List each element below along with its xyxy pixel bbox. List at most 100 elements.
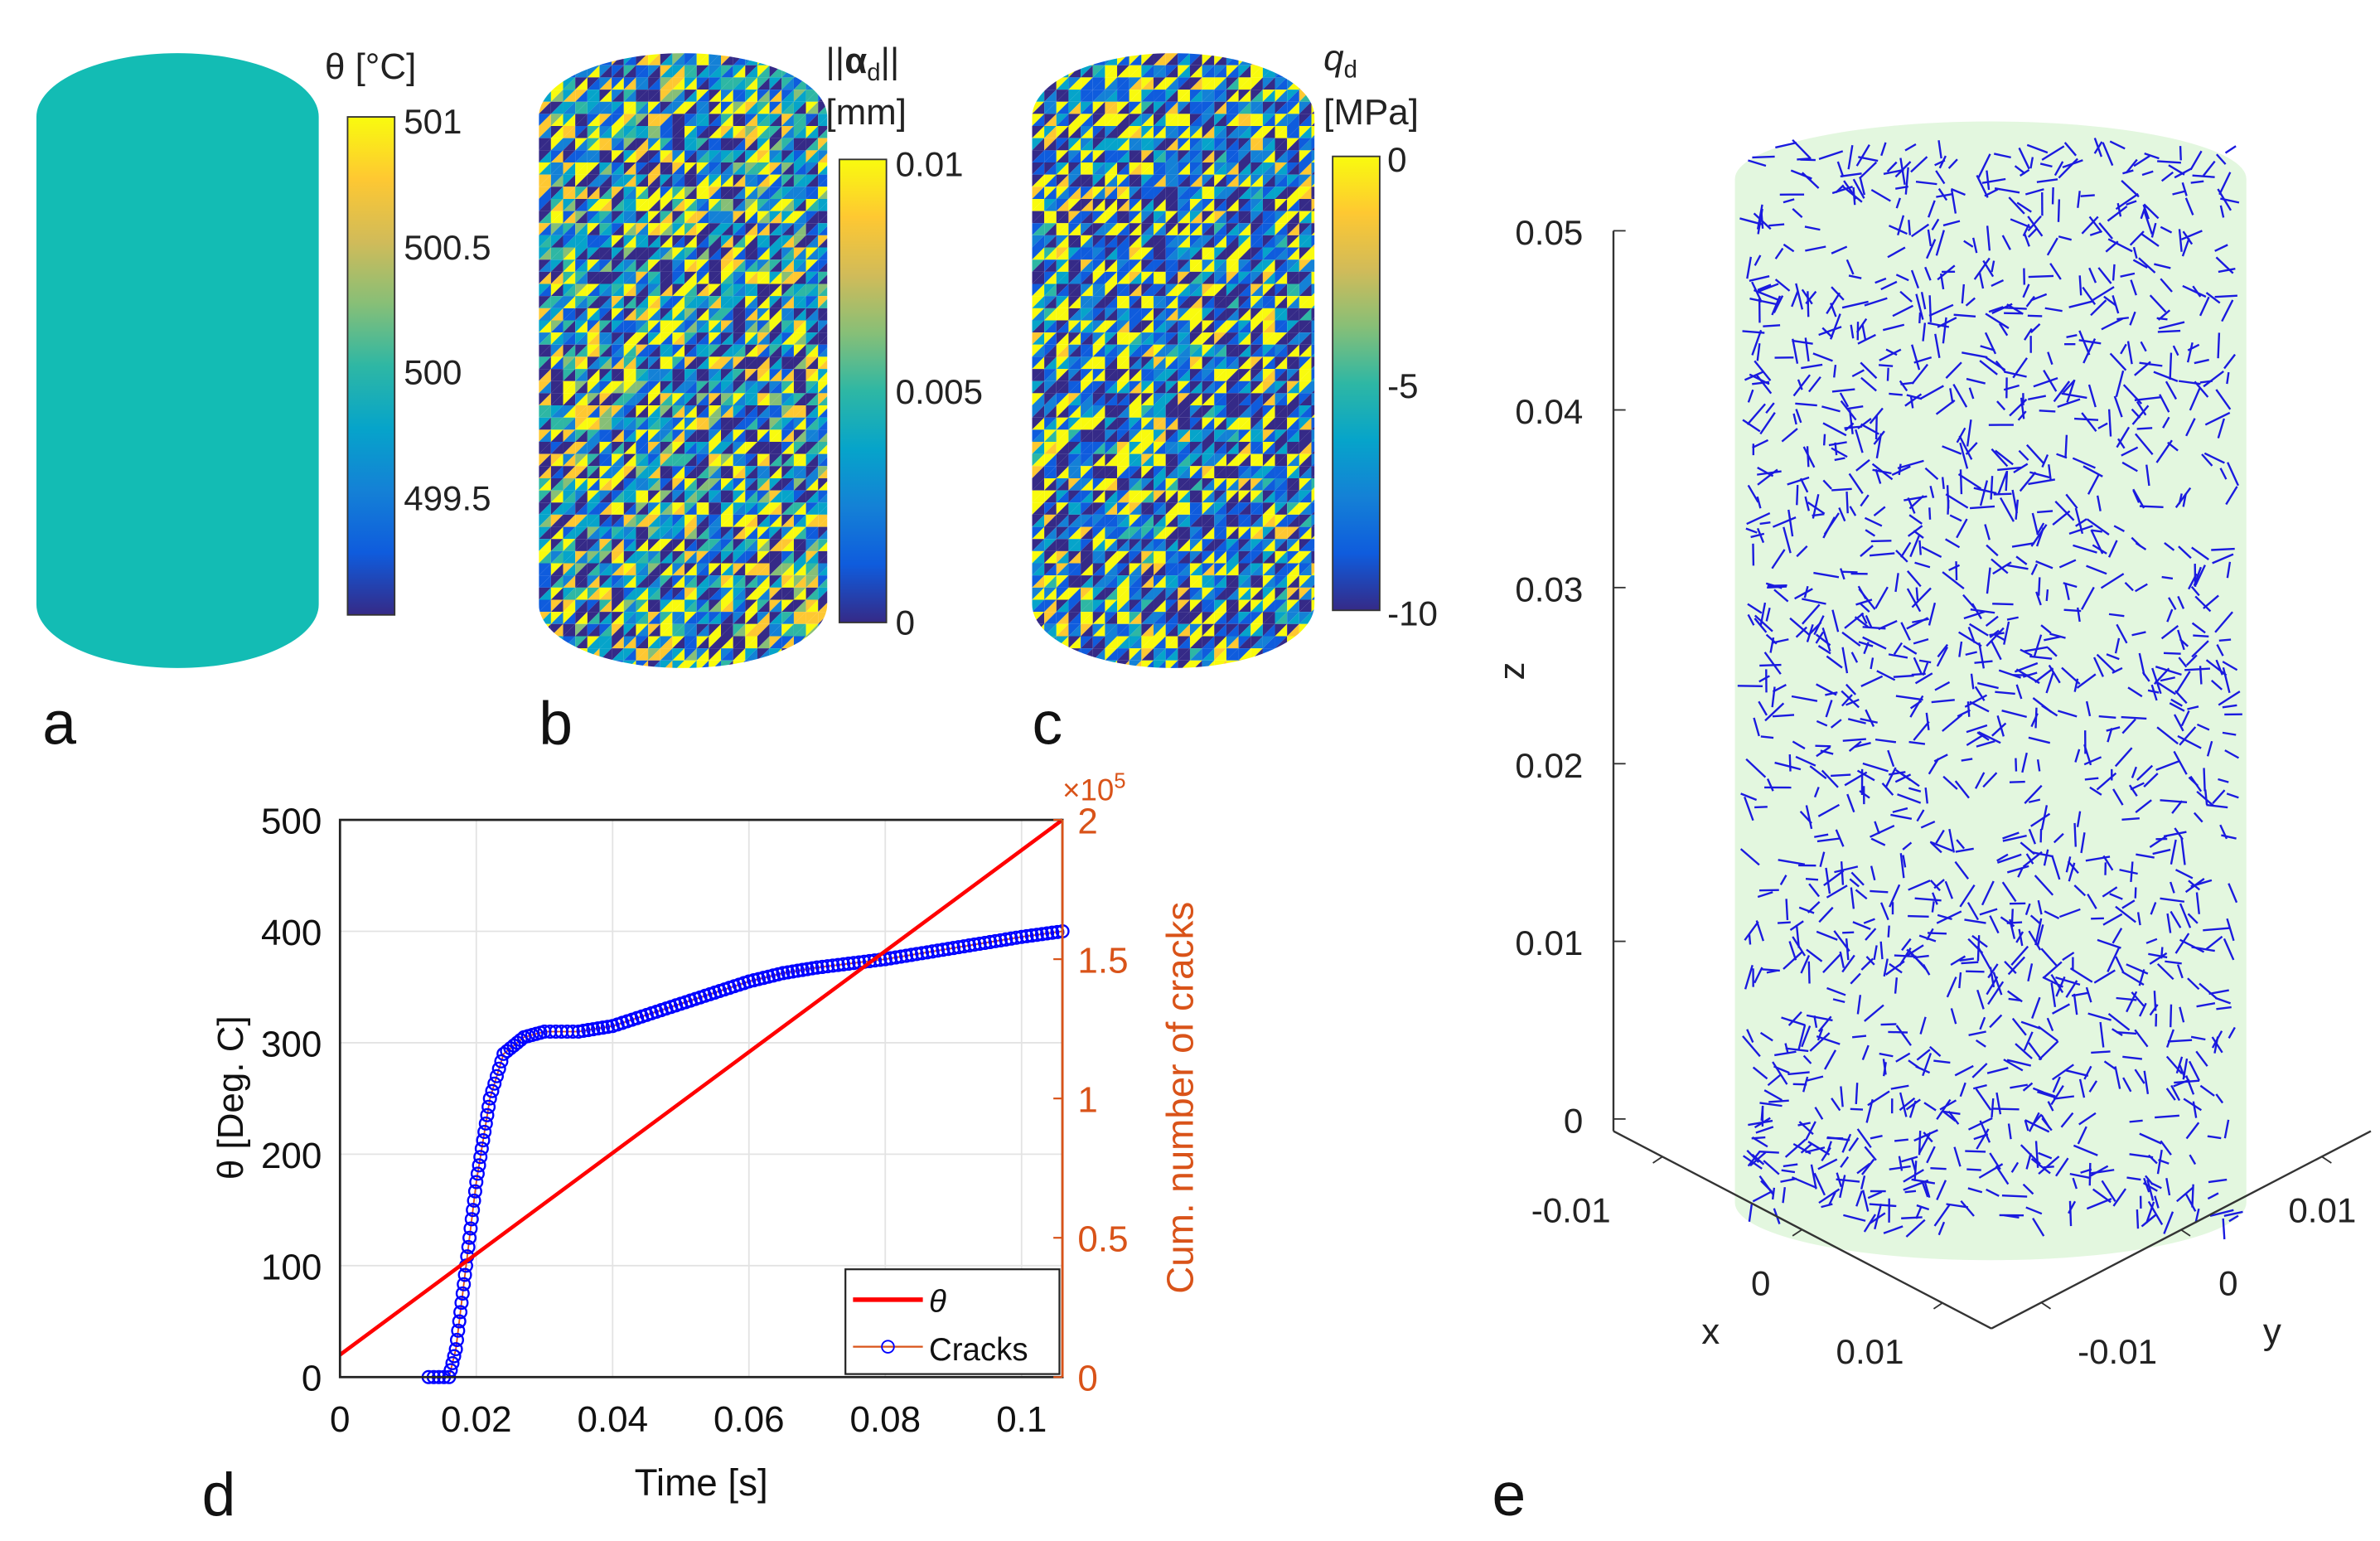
colorbar-c-unit: [MPa] — [1323, 92, 1419, 133]
mesh-element — [1068, 661, 1081, 673]
mesh-element — [794, 661, 806, 673]
mesh-element — [1105, 661, 1117, 673]
mesh-element — [1032, 661, 1044, 673]
mesh-element — [1299, 636, 1312, 648]
mesh-element — [1312, 575, 1324, 588]
mesh-element — [1287, 661, 1299, 673]
mesh-element — [806, 636, 819, 648]
mesh-element — [1312, 393, 1324, 405]
mesh-element — [1312, 345, 1324, 357]
mesh-element — [1299, 661, 1312, 673]
mesh-element — [1299, 648, 1312, 661]
mesh-element — [818, 624, 830, 637]
mesh-element — [1057, 648, 1069, 661]
mesh-element — [564, 661, 576, 673]
mesh-element — [575, 661, 588, 673]
mesh-element — [1287, 648, 1299, 661]
mesh-element — [806, 648, 819, 661]
mesh-element — [1312, 53, 1324, 65]
mesh-element — [806, 53, 819, 65]
mesh-element — [1032, 624, 1044, 637]
mesh-element — [1068, 53, 1081, 65]
mesh-element — [1032, 53, 1044, 65]
mesh-element — [1202, 661, 1215, 673]
mesh-element — [1044, 53, 1057, 65]
mesh-element — [818, 648, 830, 661]
mesh-element — [539, 65, 551, 78]
mesh-element — [794, 661, 806, 673]
mesh-element — [1081, 53, 1093, 65]
mesh-element — [1312, 551, 1324, 564]
mesh-element — [709, 661, 721, 673]
mesh-element — [1312, 527, 1324, 540]
mesh-element — [564, 648, 576, 661]
colorbar-b-tick: 0.005 — [896, 372, 983, 411]
mesh-element — [1312, 284, 1324, 297]
mesh-element — [1312, 478, 1324, 491]
mesh-element — [1081, 661, 1093, 673]
qd-mesh-cylinder — [1032, 53, 1323, 672]
mesh-element — [1275, 661, 1288, 673]
mesh-element — [1250, 661, 1263, 673]
mesh-element — [745, 661, 757, 673]
mesh-element — [794, 648, 806, 661]
mesh-element — [757, 661, 770, 673]
colorbar-a — [347, 117, 394, 615]
mesh-element — [781, 53, 794, 65]
mesh-element — [1299, 624, 1312, 637]
mesh-element — [1032, 648, 1044, 661]
mesh-element — [1312, 491, 1324, 503]
mesh-element — [539, 53, 551, 65]
mesh-element — [781, 648, 794, 661]
mesh-element — [1068, 648, 1081, 661]
colorbar-b-tick: 0 — [896, 603, 915, 642]
mesh-element — [1312, 138, 1324, 151]
mesh-element — [1032, 636, 1044, 648]
mesh-element — [539, 77, 551, 90]
mesh-element — [539, 65, 551, 78]
mesh-element — [1044, 53, 1057, 65]
mesh-element — [1312, 588, 1324, 600]
mesh-element — [1312, 636, 1324, 648]
mesh-element — [1312, 175, 1324, 187]
mesh-element — [624, 661, 636, 673]
mesh-element — [539, 77, 551, 90]
mesh-element — [1312, 405, 1324, 418]
mesh-element — [1275, 53, 1288, 65]
mesh-element — [757, 53, 770, 65]
mesh-element — [818, 636, 830, 648]
mesh-element — [1299, 65, 1312, 78]
mesh-element — [588, 661, 600, 673]
mesh-element — [1312, 661, 1324, 673]
mesh-element — [1032, 77, 1044, 90]
mesh-element — [1312, 624, 1324, 637]
mesh-element — [1032, 65, 1044, 78]
mesh-element — [1263, 661, 1275, 673]
mesh-element — [1032, 65, 1044, 78]
mesh-element — [1044, 65, 1057, 78]
mesh-element — [575, 648, 588, 661]
mesh-element — [1032, 77, 1044, 90]
mesh-element — [1032, 661, 1044, 673]
mesh-element — [564, 53, 576, 65]
colorbar-a-tick: 500.5 — [404, 228, 491, 267]
colorbar-b-title: ||αd|| — [825, 41, 899, 86]
mesh-element — [1312, 77, 1324, 90]
mesh-element — [612, 661, 624, 673]
mesh-element — [564, 65, 576, 78]
mesh-element — [551, 65, 564, 78]
mesh-element — [781, 661, 794, 673]
mesh-element — [1250, 53, 1263, 65]
mesh-element — [1312, 320, 1324, 332]
mesh-element — [599, 661, 612, 673]
mesh-element — [551, 65, 564, 78]
colorbar-b — [839, 159, 887, 623]
mesh-element — [1312, 296, 1324, 308]
colorbar-a-tick: 499.5 — [404, 478, 491, 517]
mesh-element — [1312, 65, 1324, 78]
mesh-element — [1275, 648, 1288, 661]
mesh-element — [794, 53, 806, 65]
mesh-element — [1312, 454, 1324, 467]
